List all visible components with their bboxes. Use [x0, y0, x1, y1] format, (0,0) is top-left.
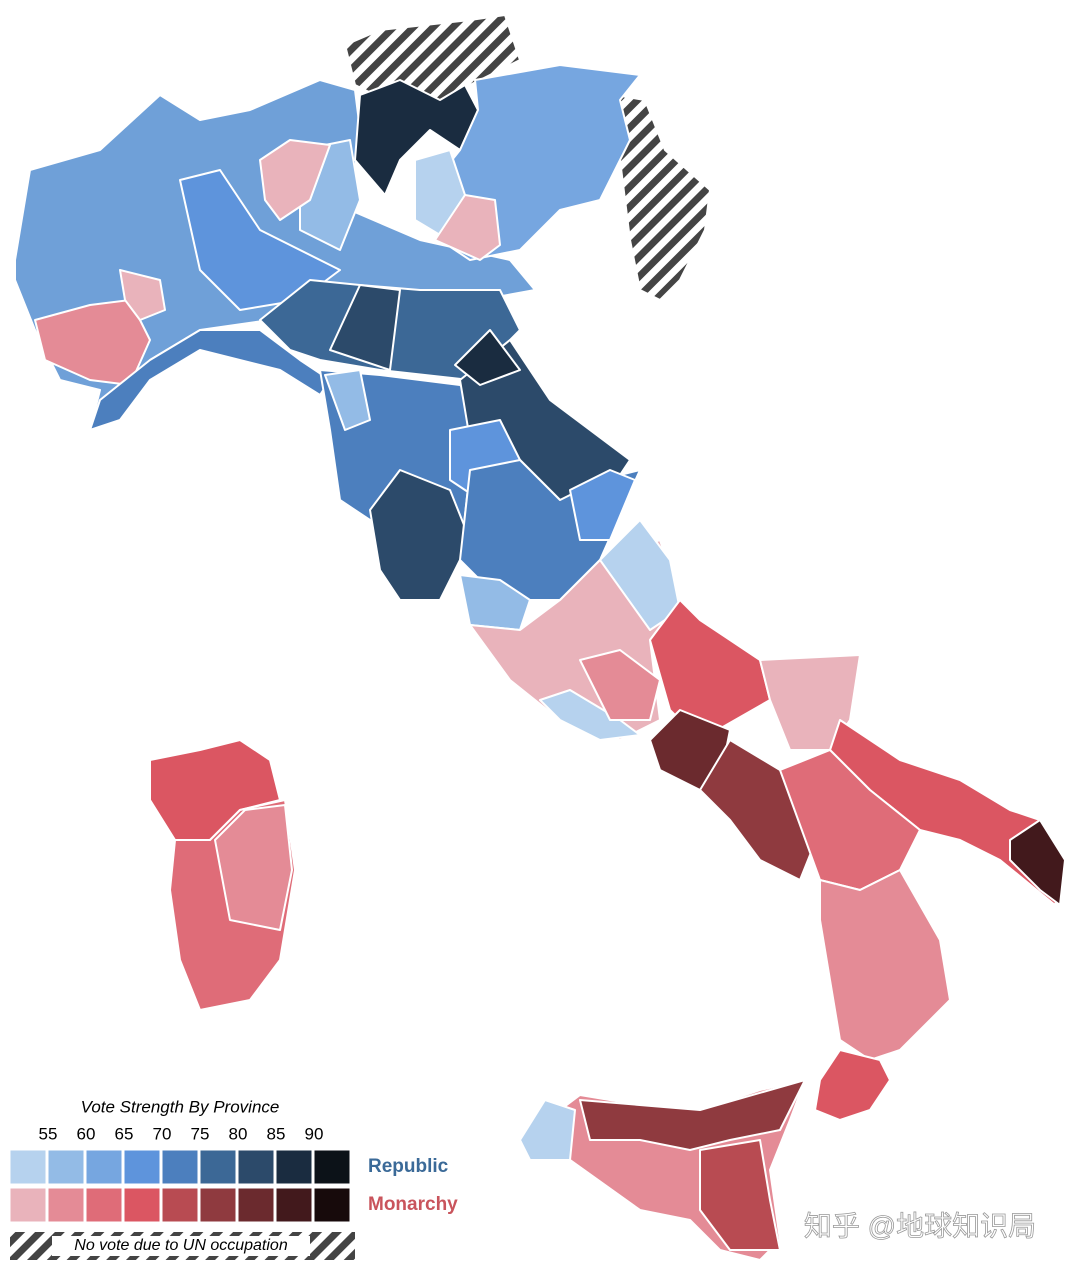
- region: [434, 194, 501, 261]
- legend-tick: 65: [115, 1124, 134, 1143]
- legend-tick: 70: [153, 1124, 172, 1143]
- legend-swatch: [123, 1149, 161, 1185]
- region: [519, 1099, 576, 1161]
- legend-swatch: [47, 1149, 85, 1185]
- legend-swatch: [313, 1149, 351, 1185]
- legend-label: Republic: [368, 1156, 449, 1177]
- legend-swatch: [237, 1187, 275, 1223]
- italy: [14, 14, 1066, 1261]
- legend-swatch: [85, 1149, 123, 1185]
- legend-swatch: [199, 1187, 237, 1223]
- legend-tick: 85: [267, 1124, 286, 1143]
- region: [329, 284, 401, 371]
- legend-tick: 60: [77, 1124, 96, 1143]
- region: [214, 804, 293, 931]
- legend-swatch: [85, 1187, 123, 1223]
- legend-title: Vote Strength By Province: [81, 1097, 280, 1116]
- legend-tick: 75: [191, 1124, 210, 1143]
- legend-swatch: [161, 1187, 199, 1223]
- region: [599, 519, 681, 631]
- legend-swatch: [123, 1187, 161, 1223]
- region: [819, 869, 951, 1061]
- region: [369, 469, 471, 601]
- legend-label: Monarchy: [368, 1194, 458, 1215]
- region: [259, 139, 331, 221]
- legend-swatch: [237, 1149, 275, 1185]
- region: [699, 1139, 781, 1251]
- hatched-east: [614, 94, 711, 301]
- region: [579, 1079, 806, 1151]
- legend-swatch: [275, 1187, 313, 1223]
- region: [569, 469, 636, 541]
- region: [454, 329, 521, 386]
- region: [539, 689, 641, 741]
- legend-tick: 80: [229, 1124, 248, 1143]
- region: [459, 574, 531, 631]
- legend-swatch: [313, 1187, 351, 1223]
- region: [89, 329, 331, 431]
- legend-tick: 90: [305, 1124, 324, 1143]
- legend-swatch: [9, 1149, 47, 1185]
- region: [579, 649, 661, 721]
- hatch-label-bg: [52, 1236, 310, 1256]
- legend-swatch: [275, 1149, 313, 1185]
- region: [1009, 819, 1066, 906]
- region: [34, 299, 151, 386]
- legend-swatch: [47, 1187, 85, 1223]
- legend-swatch: [161, 1149, 199, 1185]
- watermark: 知乎 @地球知识局: [804, 1210, 1036, 1241]
- legend: Vote Strength By Province 55 60 65 70 75 80 85…: [9, 1097, 458, 1260]
- region: [324, 369, 371, 431]
- hatch-label: No vote due to UN occupation: [74, 1237, 288, 1254]
- legend-tick: 55: [39, 1124, 58, 1143]
- region: [649, 599, 771, 741]
- legend-swatch: [9, 1187, 47, 1223]
- region: [119, 269, 166, 321]
- legend-swatch: [199, 1149, 237, 1185]
- region: [814, 1049, 891, 1121]
